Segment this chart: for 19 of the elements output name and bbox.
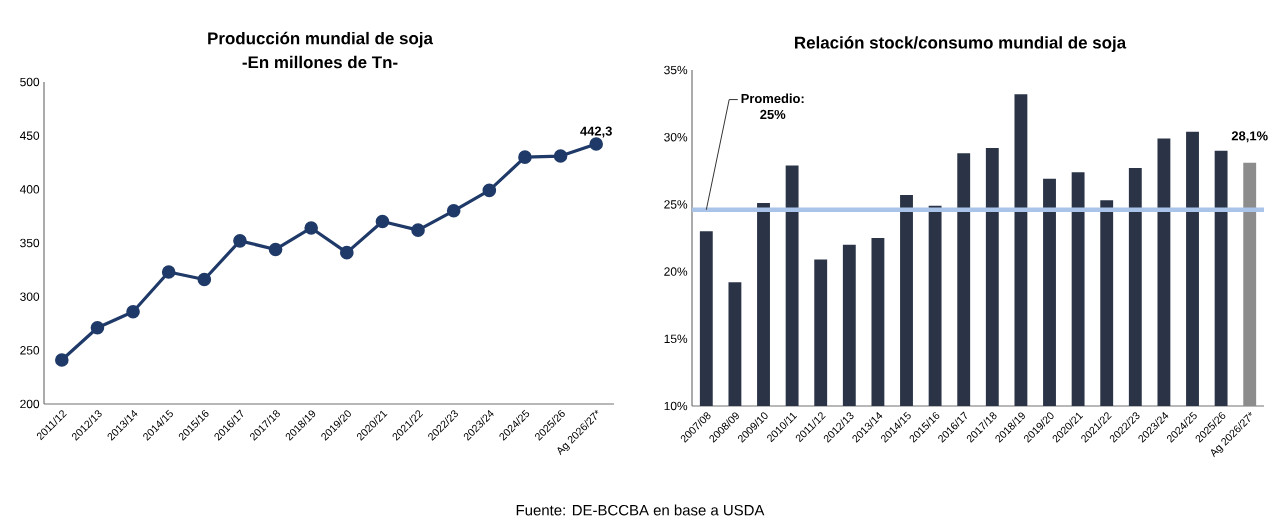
point xyxy=(446,204,461,218)
point xyxy=(90,320,105,335)
point xyxy=(518,150,532,164)
chart-title: Relación stock/consumo mundial de soja xyxy=(795,36,1127,52)
point xyxy=(340,245,354,260)
point xyxy=(268,242,283,257)
point xyxy=(233,234,247,248)
point xyxy=(126,304,140,319)
point xyxy=(553,149,568,163)
point xyxy=(589,137,603,151)
point xyxy=(304,221,318,235)
point xyxy=(375,214,390,229)
point xyxy=(197,272,212,287)
point xyxy=(55,353,69,367)
point xyxy=(161,265,176,279)
point xyxy=(411,223,425,237)
chart-subtitle: -En millones de Tn- xyxy=(242,55,398,69)
point xyxy=(482,183,497,198)
chart-title: Producción mundial de soja xyxy=(208,31,434,48)
